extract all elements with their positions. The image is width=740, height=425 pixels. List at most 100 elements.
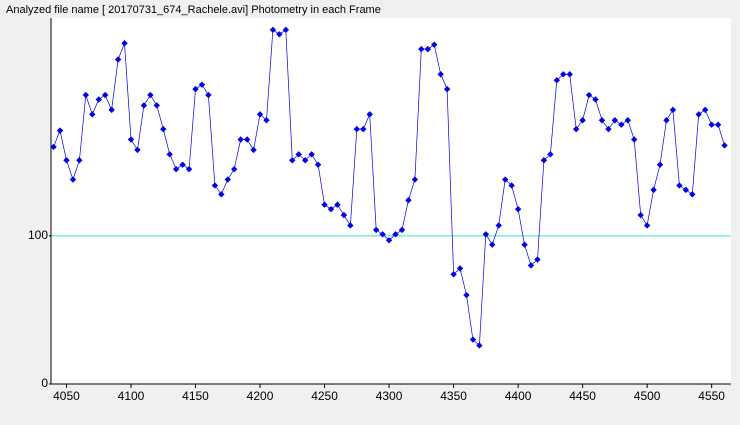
data-point — [250, 146, 257, 154]
data-point — [282, 26, 290, 34]
data-point — [172, 165, 180, 173]
data-point — [63, 157, 70, 164]
data-point — [160, 125, 167, 133]
data-point — [418, 45, 425, 53]
data-point — [482, 231, 490, 238]
data-point — [624, 117, 631, 124]
data-point — [592, 96, 599, 103]
data-point — [392, 231, 399, 238]
data-point — [95, 96, 102, 103]
data-point — [205, 91, 212, 99]
data-point — [443, 85, 451, 93]
data-point — [218, 191, 225, 198]
data-point — [411, 176, 419, 183]
data-point — [321, 201, 328, 208]
data-point — [605, 125, 612, 133]
data-point — [114, 56, 122, 63]
data-point — [611, 117, 619, 124]
data-point — [379, 231, 386, 238]
x-tick-label: 4350 — [440, 389, 467, 403]
data-point — [424, 45, 431, 53]
data-point — [540, 157, 548, 164]
data-point — [334, 201, 341, 208]
data-point — [489, 241, 496, 248]
data-point — [708, 121, 715, 128]
data-point — [301, 157, 309, 164]
data-point — [269, 26, 277, 34]
data-point — [76, 157, 83, 164]
x-tick-label: 4150 — [182, 389, 209, 403]
data-point — [514, 205, 522, 213]
data-point — [566, 71, 573, 78]
data-point — [385, 237, 393, 244]
data-point — [314, 161, 322, 168]
data-point — [431, 41, 438, 48]
data-point — [695, 111, 702, 118]
data-point — [353, 125, 361, 133]
data-point — [701, 106, 709, 114]
data-point — [463, 291, 470, 299]
data-point — [237, 136, 244, 143]
data-point — [508, 182, 515, 189]
y-tick-label: 0 — [41, 376, 48, 390]
data-point — [121, 39, 128, 47]
data-point — [631, 136, 638, 143]
data-point — [534, 256, 541, 263]
data-point — [134, 146, 141, 154]
data-point — [495, 222, 502, 229]
x-tick-label: 4300 — [376, 389, 403, 403]
data-point — [263, 117, 270, 124]
data-point — [585, 91, 593, 99]
data-point — [69, 176, 77, 183]
x-tick-label: 4500 — [634, 389, 661, 403]
data-point — [147, 91, 154, 99]
data-point — [89, 111, 96, 118]
data-point — [398, 226, 406, 234]
data-point — [437, 71, 444, 78]
x-tick-label: 4250 — [311, 389, 338, 403]
data-point — [579, 117, 586, 124]
x-tick-label: 4400 — [505, 389, 532, 403]
data-point — [669, 106, 677, 114]
data-point — [721, 142, 728, 149]
data-point — [108, 106, 115, 114]
data-point — [166, 151, 173, 158]
plot-area — [51, 18, 731, 384]
data-point — [224, 176, 231, 183]
data-point — [231, 165, 238, 173]
data-point — [405, 197, 412, 204]
data-point — [643, 222, 651, 229]
data-point — [572, 125, 580, 133]
data-point — [618, 121, 625, 128]
data-point — [198, 81, 206, 88]
y-tick-label: 100 — [28, 228, 48, 242]
data-point — [211, 182, 219, 189]
data-point — [179, 161, 186, 168]
data-point — [714, 121, 722, 128]
data-point — [185, 165, 193, 173]
data-point — [682, 186, 690, 194]
data-point — [650, 186, 657, 194]
data-point — [476, 342, 483, 349]
data-point — [637, 211, 644, 219]
data-point — [256, 111, 264, 118]
data-point — [553, 77, 561, 84]
data-point — [140, 102, 148, 109]
data-point — [347, 222, 354, 229]
data-point — [360, 125, 367, 133]
data-point — [153, 102, 161, 109]
data-point — [50, 143, 57, 151]
x-tick-label: 4050 — [53, 389, 80, 403]
x-tick-label: 4200 — [247, 389, 274, 403]
data-point — [547, 151, 554, 158]
data-point — [372, 226, 380, 234]
data-point — [469, 336, 477, 343]
data-point — [295, 151, 302, 158]
data-point — [289, 157, 296, 164]
data-point — [663, 117, 670, 124]
x-tick-label: 4100 — [118, 389, 145, 403]
data-point — [56, 127, 64, 134]
data-point — [689, 191, 696, 198]
data-point — [327, 205, 335, 213]
